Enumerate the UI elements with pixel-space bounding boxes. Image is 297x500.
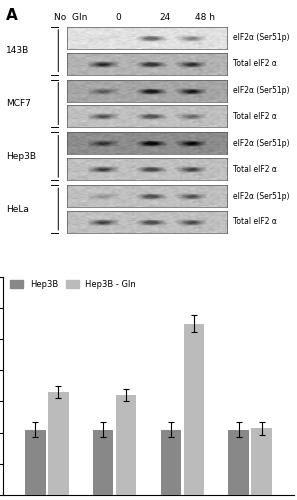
Text: Total eIF2 α: Total eIF2 α [233,112,277,121]
Text: eIF2α (Ser51p): eIF2α (Ser51p) [233,192,289,200]
Text: No  Gln: No Gln [54,12,87,22]
Bar [228,430,249,495]
Text: 48 h: 48 h [195,12,215,22]
Text: 24: 24 [159,12,170,22]
Text: eIF2α (Ser51p): eIF2α (Ser51p) [233,34,289,42]
Bar [161,430,181,495]
Text: 143B: 143B [6,46,29,55]
Bar [116,395,136,495]
Text: Total eIF2 α: Total eIF2 α [233,218,277,226]
Bar [25,430,46,495]
Text: Hep3B: Hep3B [6,152,36,161]
Text: 0: 0 [115,12,121,22]
Text: eIF2α (Ser51p): eIF2α (Ser51p) [233,86,289,95]
Text: Total eIF2 α: Total eIF2 α [233,59,277,68]
Legend: Hep3B, Hep3B - Gln: Hep3B, Hep3B - Gln [7,276,140,292]
Bar [48,392,69,495]
Bar [184,324,204,495]
Text: eIF2α (Ser51p): eIF2α (Ser51p) [233,139,289,148]
Text: MCF7: MCF7 [6,99,31,108]
Bar [93,430,113,495]
Text: HeLa: HeLa [6,204,29,214]
Bar [251,428,272,495]
Text: Total eIF2 α: Total eIF2 α [233,164,277,173]
Text: A: A [6,8,18,22]
